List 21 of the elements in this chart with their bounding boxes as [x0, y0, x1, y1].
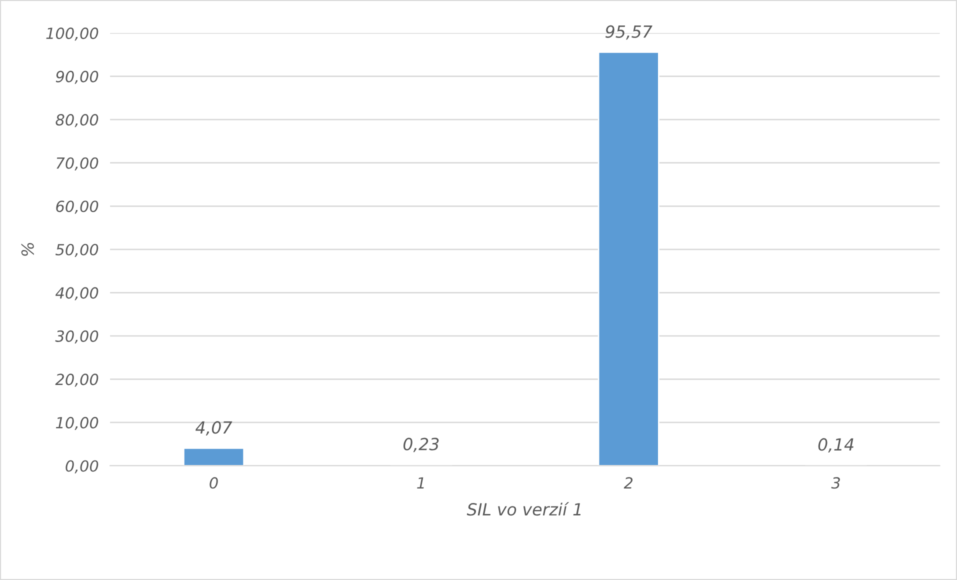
y-tick-label: 100,00	[46, 28, 98, 41]
y-axis-title: %	[21, 243, 34, 256]
data-label: 95,57	[606, 25, 652, 40]
y-tick-label: 70,00	[56, 157, 98, 170]
data-label: 4,07	[196, 421, 232, 436]
y-tick-label: 10,00	[56, 416, 98, 430]
x-tick-label: 1	[417, 477, 424, 488]
x-tick-label: 2	[624, 477, 633, 488]
y-tick-label: 40,00	[55, 287, 98, 300]
data-label: 0,23	[403, 438, 439, 452]
y-tick-label: 20,00	[55, 374, 98, 387]
y-tick-label: 90,00	[56, 70, 98, 84]
y-tick-label: 50,00	[56, 244, 98, 257]
x-axis-title: SIL vo verzií 1	[466, 502, 581, 516]
x-tick-label: 0	[210, 477, 218, 489]
y-tick-label: 80,00	[56, 114, 98, 128]
y-tick-label: 30,00	[55, 330, 98, 344]
y-tick-label: 0,00	[66, 460, 98, 474]
data-label: 0,14	[818, 438, 854, 452]
x-tick-label: 3	[831, 477, 840, 489]
y-tick-label: 60,00	[56, 200, 98, 214]
